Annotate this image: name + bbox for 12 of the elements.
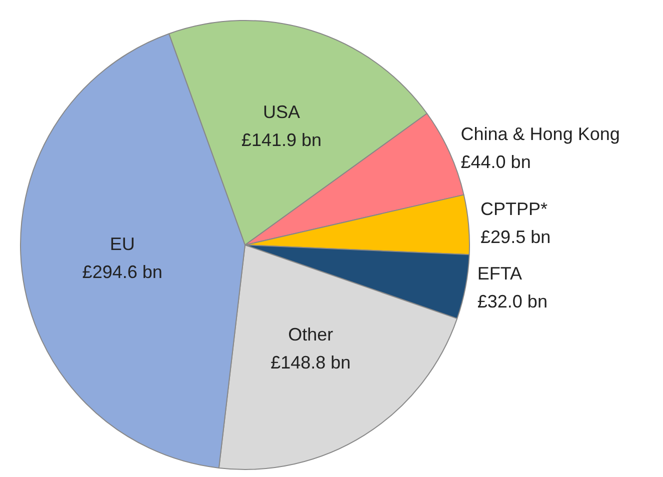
data-label: £148.8 bn (270, 352, 351, 373)
slice-label: China & Hong Kong (460, 124, 620, 144)
data-label: £29.5 bn (480, 226, 551, 247)
slice-label: Other (288, 324, 334, 345)
data-label: £32.0 bn (477, 292, 548, 312)
data-label: £294.6 bn (82, 262, 162, 282)
data-label: £44.0 bn (460, 152, 531, 172)
slice-label: EFTA (477, 264, 522, 284)
slice-label: CPTPP* (480, 198, 548, 219)
slice-label: USA (262, 102, 300, 122)
data-label: £141.9 bn (241, 130, 322, 150)
slice-label: EU (110, 234, 135, 254)
